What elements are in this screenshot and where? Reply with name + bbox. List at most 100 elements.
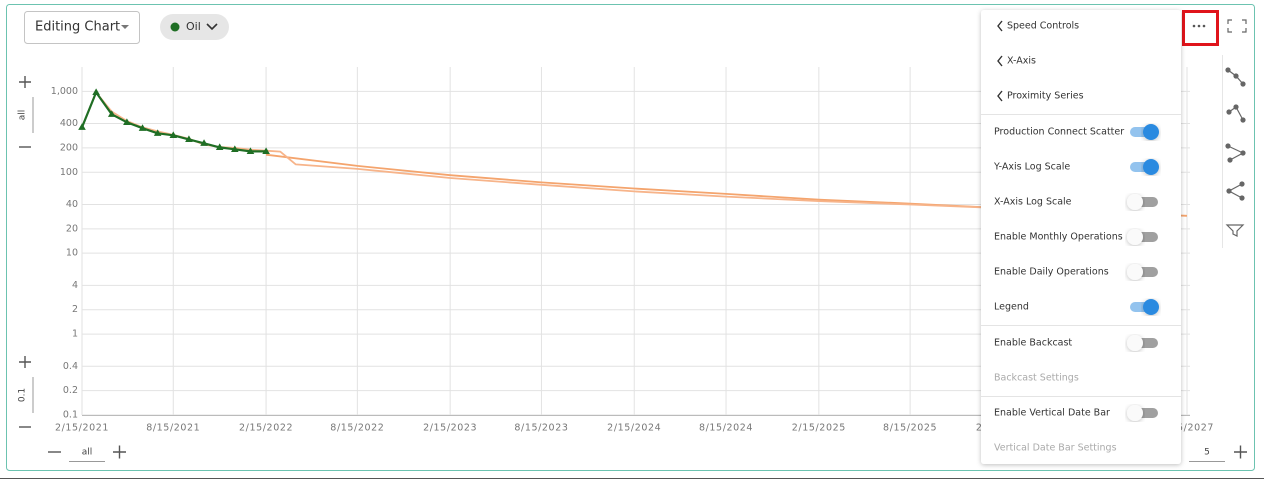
data-point <box>246 147 255 155</box>
data-point <box>107 110 116 117</box>
toggle-label: Enable Vertical Date Bar <box>994 408 1110 419</box>
x-tick-label: 2/15/2022 <box>239 423 293 434</box>
x-right-range[interactable]: 5 <box>1204 448 1210 458</box>
toggle[interactable] <box>1130 124 1159 140</box>
panel-border <box>6 4 1255 471</box>
y-tick-label: 200 <box>60 142 78 153</box>
chip-chevron <box>206 23 218 31</box>
menu-disabled-label: Backcast Settings <box>994 373 1079 384</box>
chevron-left <box>997 20 1003 32</box>
y-bottom-range[interactable]: 0.1 <box>18 388 28 402</box>
x-tick-label: 2/15/2025 <box>792 423 846 434</box>
data-point <box>200 139 208 146</box>
y-tick-label: 100 <box>60 167 78 178</box>
tool-filter[interactable] <box>1225 224 1245 237</box>
x-tick-label: 2/15/2023 <box>423 423 477 434</box>
toggle-label: Y-Axis Log Scale <box>993 162 1070 173</box>
fullscreen-button[interactable] <box>1227 19 1247 33</box>
toggle-label: X-Axis Log Scale <box>994 197 1072 208</box>
dropdown-label: Editing Chart <box>35 20 120 35</box>
y-tick-label: 0.1 <box>63 410 78 421</box>
toggle[interactable] <box>1127 335 1158 351</box>
toggle-thumb <box>1127 335 1143 351</box>
mode-dropdown[interactable]: Editing Chart <box>24 11 140 44</box>
toggle-label: Enable Monthly Operations <box>994 232 1123 243</box>
dot <box>1197 24 1201 28</box>
x-right-plus[interactable] <box>1234 445 1247 459</box>
y-top-plus[interactable] <box>19 76 31 88</box>
x-left-plus[interactable] <box>113 445 126 459</box>
tool-share[interactable] <box>1226 181 1245 201</box>
data-point <box>231 145 239 152</box>
menu-link[interactable]: Proximity Series <box>997 91 1084 102</box>
toggle[interactable] <box>1127 229 1158 245</box>
y-tick-label: 0.4 <box>63 361 78 372</box>
x-tick-label: 8/15/2021 <box>146 423 200 434</box>
toggle-thumb <box>1127 264 1143 280</box>
x-tick-label: 2/15/2027 <box>1160 423 1214 434</box>
dot <box>1192 24 1196 28</box>
toggle-thumb <box>1127 405 1143 421</box>
menu-link[interactable]: Speed Controls <box>997 20 1079 32</box>
toggle[interactable] <box>1130 299 1159 315</box>
y-tick-label: 40 <box>66 199 78 210</box>
menu-disabled-label: Vertical Date Bar Settings <box>994 443 1117 454</box>
menu-link-label: X-Axis <box>1007 56 1036 67</box>
tool-scatter-fit[interactable] <box>1226 104 1246 123</box>
data-point <box>215 143 224 150</box>
data-point <box>78 123 86 130</box>
toggle-label: Production Connect Scatter <box>994 127 1124 138</box>
data-point <box>92 88 100 96</box>
y-bottom-plus[interactable] <box>19 356 31 368</box>
x-tick-label: 8/15/2022 <box>330 423 384 434</box>
toggle-thumb <box>1143 124 1159 140</box>
y-top-range[interactable]: all <box>18 110 28 121</box>
data-point <box>123 118 131 125</box>
toggle-thumb <box>1127 229 1143 245</box>
toggle-label: Legend <box>994 302 1029 313</box>
settings-menu: Speed Controls X-Axis Proximity Series Prod… <box>981 10 1181 464</box>
y-tick-label: 2 <box>72 304 78 315</box>
data-point <box>262 147 270 155</box>
y-tick-label: 1 <box>72 329 78 340</box>
chip-bg <box>160 14 229 40</box>
dropdown-box <box>24 11 140 44</box>
data-point <box>169 131 178 138</box>
data-point <box>138 124 147 131</box>
toggle-thumb <box>1127 194 1143 210</box>
x-tick-label: 8/15/2025 <box>883 423 937 434</box>
x-tick-label: 8/15/2023 <box>514 423 568 434</box>
chip-label: Oil <box>186 20 201 33</box>
toggle[interactable] <box>1127 264 1158 280</box>
tool-scatter-connect[interactable] <box>1225 67 1246 87</box>
y-tick-label: 400 <box>60 118 78 129</box>
toggle-label: Enable Daily Operations <box>994 267 1109 278</box>
menu-bg <box>981 10 1181 464</box>
toggle[interactable] <box>1127 405 1158 421</box>
x-tick-label: 2/15/2021 <box>55 423 109 434</box>
y-tick-label: 4 <box>72 280 78 291</box>
series-chip[interactable]: Oil <box>160 14 229 40</box>
more-button[interactable] <box>1192 24 1206 28</box>
y-tick-label: 10 <box>66 248 78 259</box>
menu-link[interactable]: X-Axis <box>997 55 1036 67</box>
toggle[interactable] <box>1127 194 1158 210</box>
toggle[interactable] <box>1130 159 1159 175</box>
chevron-left <box>997 55 1003 67</box>
x-left-range[interactable]: all <box>82 448 93 458</box>
toggle-thumb <box>1143 159 1159 175</box>
y-tick-label: 1,000 <box>51 86 78 97</box>
x-tick-label: 2/15/2024 <box>607 423 661 434</box>
menu-link-label: Speed Controls <box>1007 21 1079 32</box>
dot <box>1202 24 1206 28</box>
dropdown-caret <box>121 25 129 29</box>
chip-dot <box>170 22 180 32</box>
x-tick-label: 8/15/2024 <box>699 423 753 434</box>
toggle-label: Enable Backcast <box>994 338 1072 349</box>
data-point <box>153 129 162 136</box>
y-tick-label: 20 <box>66 223 78 234</box>
menu-link-label: Proximity Series <box>1007 91 1084 102</box>
tool-scatter-trend[interactable] <box>1225 143 1246 163</box>
